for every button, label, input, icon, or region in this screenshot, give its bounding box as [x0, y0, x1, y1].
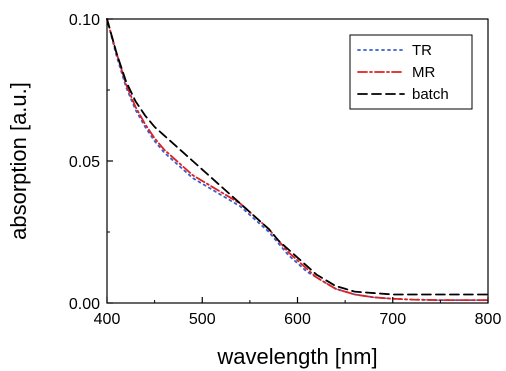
plot-layer [106, 18, 489, 302]
legend: TR MR batch [349, 34, 473, 110]
series-line-tr [106, 18, 489, 302]
y-tick-label: 0.10 [69, 12, 100, 29]
x-tick-label: 400 [94, 311, 121, 328]
legend-label-batch: batch [412, 86, 449, 103]
x-axis-title: wavelength [nm] [216, 344, 377, 369]
legend-box [349, 34, 473, 110]
y-tick-label: 0.00 [69, 296, 100, 313]
x-tick-label: 600 [284, 311, 311, 328]
y-axis-title: absorption [a.u.] [6, 82, 31, 240]
tick-layer: 400 500 600 700 800 0.00 0.05 0.10 [69, 12, 502, 328]
x-tick-label: 700 [379, 311, 406, 328]
y-tick-label: 0.05 [69, 154, 100, 171]
x-tick-label: 800 [475, 311, 502, 328]
x-tick-label: 500 [189, 311, 216, 328]
legend-label-mr: MR [412, 64, 435, 81]
legend-label-tr: TR [412, 42, 432, 59]
series-line-batch [106, 18, 489, 296]
